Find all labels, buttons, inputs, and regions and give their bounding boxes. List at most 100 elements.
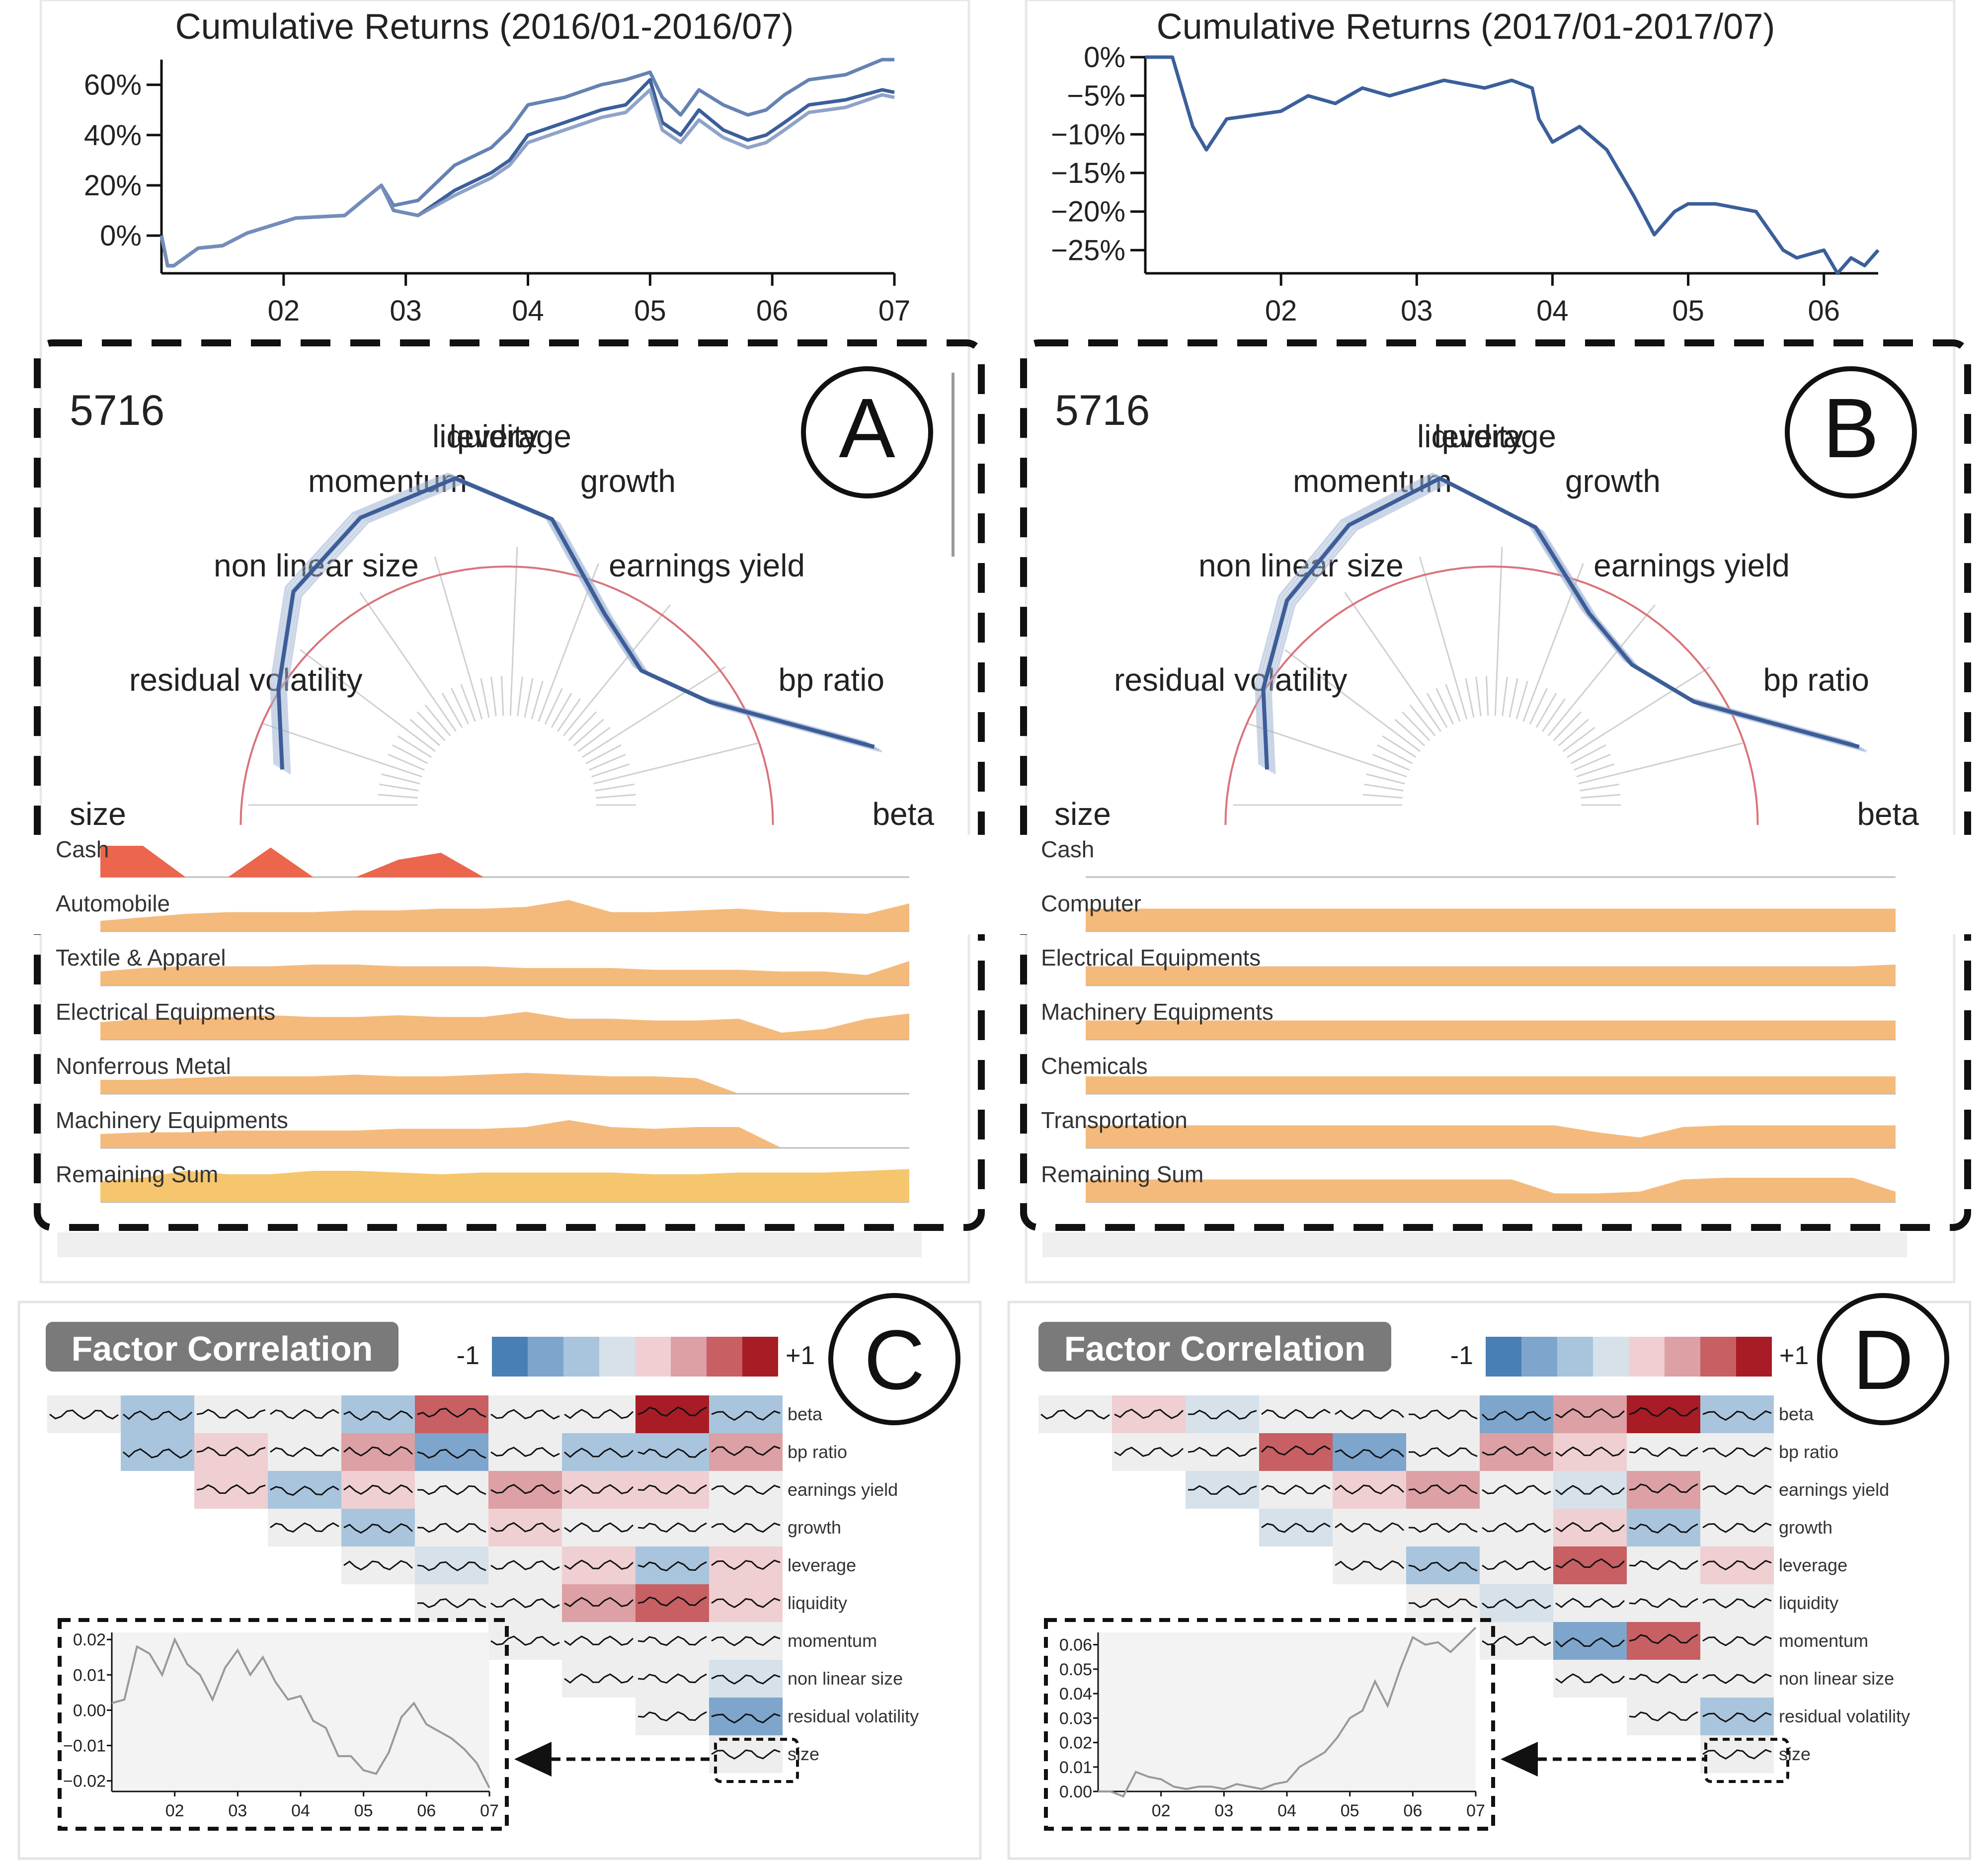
radar-axis-label: size <box>1054 796 1111 832</box>
heatmap-cell <box>1186 1395 1259 1433</box>
radar-grid-line <box>1574 753 1611 771</box>
heatmap-sparkline <box>1702 1522 1772 1533</box>
inset-source-cell-highlight <box>1704 1738 1789 1783</box>
panel-b-badge-circle <box>1785 366 1917 498</box>
heatmap-cell <box>1406 1509 1480 1546</box>
radar-portfolio-line <box>276 476 875 770</box>
heatmap-cell <box>709 1433 783 1471</box>
scale-swatch <box>1736 1337 1772 1377</box>
radar-axis-label: size <box>70 796 126 832</box>
heatmap-sparkline <box>1702 1447 1772 1458</box>
heatmap-cell <box>562 1433 636 1471</box>
returns-2017-y-tick-label: −20% <box>1051 196 1125 228</box>
heatmap-sparkline <box>1188 1485 1257 1496</box>
heatmap-cell <box>1700 1584 1774 1622</box>
scale-swatch <box>1557 1337 1593 1377</box>
heatmap-sparkline <box>1702 1598 1772 1609</box>
radar-grid-line <box>531 680 544 720</box>
heatmap-cell <box>415 1509 488 1546</box>
radar-grid-line <box>551 693 572 728</box>
heatmap-sparkline <box>343 1484 413 1495</box>
scale-swatch <box>528 1337 563 1377</box>
industry-area-Cash <box>100 846 909 877</box>
inset-y-tick-label: 0.00 <box>73 1701 106 1720</box>
panel-b-badge-letter: B <box>1823 381 1879 476</box>
returns-2017-y-tick-label: −15% <box>1051 157 1125 189</box>
radar-grid-line <box>480 678 490 718</box>
inset-d: 0.06 0.05 0.04 0.03 0.02 0.01 0.00 02 03 04 05 06 07 <box>1044 1618 1789 1831</box>
radar-a-id: 5716 <box>70 387 164 434</box>
radar-portfolio-trace <box>1267 480 1865 773</box>
heatmap-sparkline <box>1335 1484 1405 1495</box>
returns-2016-x-tick-label: 06 <box>756 295 789 327</box>
heatmap-sparkline <box>196 1408 266 1419</box>
industry-area-Machinery Equipments <box>1086 1020 1896 1040</box>
radar-grid-line <box>591 763 630 778</box>
returns-2016-x-tick-label: 02 <box>268 295 300 327</box>
panel-a-bottom-scroll[interactable] <box>57 1232 922 1257</box>
heatmap-row-label: residual volatility <box>1779 1706 1910 1726</box>
heatmap-row-label: residual volatility <box>788 1706 919 1726</box>
heatmap-sparkline <box>1188 1409 1257 1420</box>
heatmap-row-label: growth <box>1779 1517 1832 1538</box>
heatmap-sparkline <box>564 1408 634 1419</box>
industry-area-Remaining Sum <box>1086 1178 1896 1202</box>
radar-grid-line <box>1465 678 1475 718</box>
heatmap-sparkline <box>196 1446 266 1457</box>
heatmap-cell <box>47 1395 121 1433</box>
industry-a: Cash Automobile Textile & Apparel Electrica… <box>56 836 909 1203</box>
scale-swatch <box>742 1337 778 1377</box>
inset-x-tick-label: 02 <box>1152 1801 1171 1820</box>
inset-c: 0.02 0.01 0.00 −0.01 −0.02 02 03 04 05 06 07 <box>58 1618 799 1831</box>
panel-b-bottom-scroll[interactable] <box>1042 1232 1907 1257</box>
heatmap-cell <box>194 1395 268 1433</box>
heatmap-sparkline <box>1482 1598 1551 1609</box>
radar-axis-label: residual volatility <box>129 662 363 698</box>
industry-area-Electrical Equipments <box>1086 965 1896 985</box>
radar-portfolio-line <box>1261 476 1860 770</box>
inset-y-tick-label: −0.01 <box>63 1737 106 1756</box>
heatmap-sparkline <box>1629 1406 1698 1417</box>
industry-label: Machinery Equipments <box>56 1107 288 1133</box>
inset-x-tick-label: 03 <box>1214 1801 1233 1820</box>
industry-label: Textile & Apparel <box>56 945 226 971</box>
heatmap-cell <box>1406 1395 1480 1433</box>
scale-swatch <box>492 1337 528 1377</box>
heatmap-row-label: size <box>788 1744 819 1764</box>
radar-grid-line <box>501 676 504 716</box>
radar-grid-line <box>424 704 451 736</box>
factor-correlation-c-title-bg <box>46 1322 398 1372</box>
heatmap-sparkline <box>1702 1635 1772 1646</box>
inset-dashed-border <box>58 1618 509 1831</box>
scale-swatch <box>1521 1337 1557 1377</box>
heatmap-sparkline <box>1629 1447 1698 1458</box>
heatmap-sparkline <box>417 1598 486 1609</box>
inset-x-tick-label: 02 <box>165 1801 184 1820</box>
inset-y-tick-label: 0.01 <box>1059 1758 1092 1777</box>
heatmap-cell <box>1333 1471 1406 1509</box>
heatmap-sparkline <box>196 1484 266 1495</box>
returns-2016-x-tick-label: 07 <box>878 295 911 327</box>
heatmap-sparkline <box>490 1409 560 1420</box>
industry-label: Transportation <box>1041 1107 1188 1133</box>
heatmap-sparkline <box>1335 1560 1405 1571</box>
inset-y-tick-label: 0.02 <box>1059 1734 1092 1753</box>
heatmap-cell <box>488 1584 562 1622</box>
inset-x-tick-label: 04 <box>1277 1801 1296 1820</box>
heatmap-cell <box>1700 1735 1774 1773</box>
radar-portfolio-trace <box>284 482 882 774</box>
heatmap-sparkline <box>637 1522 707 1533</box>
returns-2016-x-tick-label: 05 <box>634 295 666 327</box>
radar-grid-line <box>1578 742 1743 785</box>
inset-x-tick-label: 04 <box>291 1801 310 1820</box>
heatmap-cell <box>1553 1546 1627 1584</box>
radar-grid-line <box>451 688 470 725</box>
heatmap-cell <box>1700 1433 1774 1471</box>
radar-grid-line <box>1382 735 1417 758</box>
heatmap-cell <box>1259 1509 1333 1546</box>
heatmap-sparkline <box>490 1447 560 1458</box>
heatmap-sparkline <box>490 1483 560 1495</box>
radar-grid-line <box>573 719 604 746</box>
radar-axis-label: beta <box>1857 796 1919 832</box>
scale-swatch <box>1486 1337 1521 1377</box>
